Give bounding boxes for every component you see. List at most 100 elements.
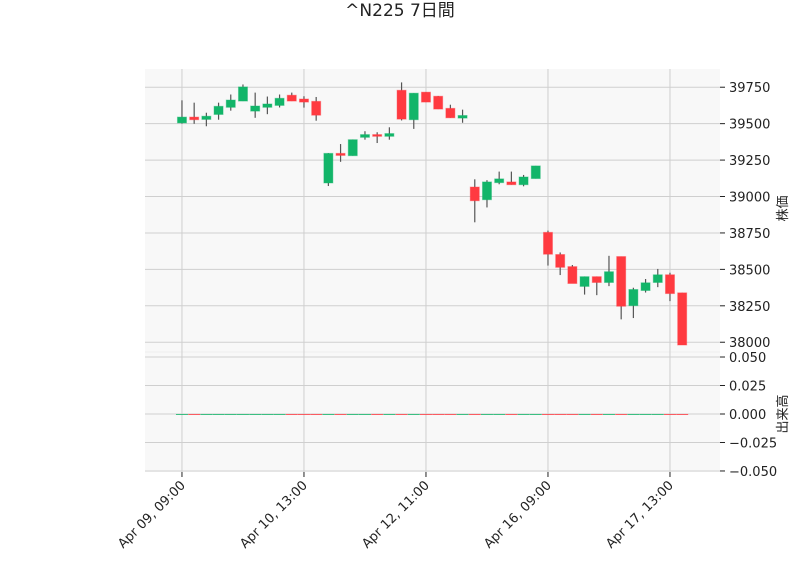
volume-bar [529,413,542,415]
volume-bar [395,413,408,415]
price-tick-label: 38250 [729,300,770,315]
candle-body [481,181,492,201]
volume-bar [322,413,335,415]
candle-body [445,107,456,119]
price-tick-label: 38750 [729,227,770,242]
volume-bar [358,413,371,415]
candle-body [664,274,675,295]
candle-body [518,176,529,186]
candles [175,82,689,415]
candle-body [603,271,614,283]
candle-body [176,116,187,124]
candle-body [359,134,370,138]
volume-bar [566,413,579,415]
volume-bar [602,413,615,415]
candle-body [372,134,383,137]
price-tick-label: 39500 [729,118,770,133]
volume-bar [493,413,506,415]
candle-body [542,231,553,255]
volume-bar [261,413,274,415]
price-tick-label: 39750 [729,81,770,96]
volume-bar [541,413,554,415]
volume-bar [663,413,676,415]
volume-axis-label: 出来高 [775,394,791,433]
volume-bar [212,413,225,415]
candle-body [201,115,212,120]
x-tick-label: Apr 10, 13:00 [237,478,310,551]
candle-body [640,282,651,292]
price-axis-label: 株価 [776,195,791,221]
volume-bar [200,413,213,415]
candle-body [616,256,627,307]
volume-bar [480,413,493,415]
candle-body [335,152,346,156]
candle-body [591,276,602,283]
volume-tick-label: 0.000 [729,408,766,423]
volume-bar [346,413,359,415]
price-tick-label: 38500 [729,263,770,278]
candle-body [274,97,285,106]
candle-body [384,133,395,137]
volume-bar [627,413,640,415]
candle-body [628,288,639,307]
volume-bar [383,413,396,415]
chart-title: ^N225 7日間 [345,1,455,21]
volume-bar [444,413,457,415]
candle-body [567,266,578,285]
candle-body [213,105,224,115]
candle-body [408,92,419,121]
candle-body [250,105,261,112]
candle-body [579,276,590,287]
candle-body [396,89,407,120]
volume-bar [615,413,628,415]
volume-bar [590,413,603,415]
candle-body [677,292,688,346]
volume-bar [407,413,420,415]
candle-body [189,116,200,121]
volume-bar [468,413,481,415]
price-tick-label: 38000 [729,336,770,351]
candle-body [286,94,297,102]
x-tick-label: Apr 12, 11:00 [359,478,432,551]
volume-tick-label: 0.025 [729,380,766,395]
volume-bar [236,413,249,415]
candle-body [555,254,566,268]
volume-tick-label: 0.050 [729,351,766,366]
volume-bar [639,413,652,415]
volume-bar [651,413,664,415]
candle-body [506,181,517,186]
volume-bar [371,413,384,415]
candle-body [347,139,358,157]
x-tick-label: Apr 16, 09:00 [481,478,554,551]
volume-bar [554,413,567,415]
candle-body [237,86,248,102]
candle-body [323,152,334,184]
volume-bar [517,413,530,415]
candle-body [469,186,480,202]
volume-bar [334,413,347,415]
x-tick-label: Apr 17, 13:00 [603,478,676,551]
price-tick-label: 39000 [729,191,770,206]
price-tick-label: 39250 [729,154,770,169]
volume-bar [273,413,286,415]
volume-bar [224,413,237,415]
candle-body [494,178,505,184]
candle-body [311,100,322,116]
volume-bar [432,413,445,415]
candle-body [457,114,468,119]
volume-bar [456,413,469,415]
candle-body [652,274,663,283]
volume-bar [297,413,310,415]
candle-body [420,91,431,103]
candle-body [262,103,273,108]
volume-tick-label: −0.025 [729,436,777,451]
volume-bar [285,413,298,415]
volume-bar [505,413,518,415]
x-tick-label: Apr 09, 09:00 [115,478,188,551]
candle-body [225,99,236,108]
volume-bar [676,413,689,415]
volume-tick-label: −0.050 [729,465,777,480]
volume-bar [419,413,432,415]
volume-bar [578,413,591,415]
